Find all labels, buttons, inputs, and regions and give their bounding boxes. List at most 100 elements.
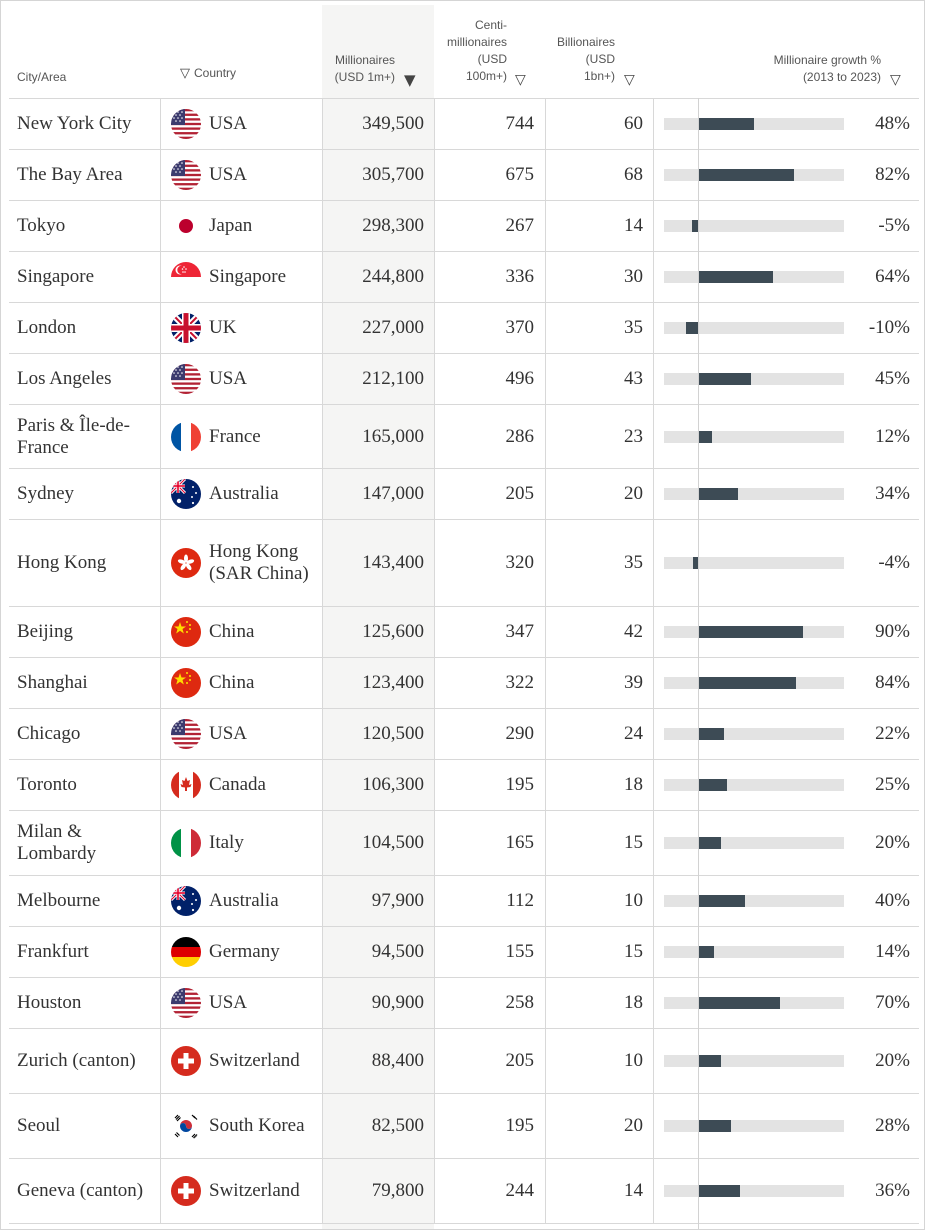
billionaires-value: 43 — [624, 368, 643, 389]
column-divider — [434, 1159, 435, 1223]
filter-arrow-icon[interactable]: ▽ — [515, 72, 526, 88]
growth-bar — [698, 677, 797, 689]
column-divider — [322, 520, 323, 606]
column-divider — [653, 709, 654, 759]
growth-bar — [698, 430, 713, 443]
column-divider — [653, 520, 654, 606]
growth-bar — [698, 779, 728, 791]
singapore-flag-icon — [171, 262, 201, 292]
table-row: Houston USA 90,900 258 18 70% — [9, 978, 919, 1029]
column-divider — [545, 658, 546, 708]
column-divider — [434, 469, 435, 519]
centimillionaires-value: 320 — [505, 552, 535, 573]
centimillionaires-value: 155 — [505, 941, 535, 962]
header-city-label: City/Area — [17, 70, 67, 84]
usa-flag-icon — [171, 160, 201, 190]
column-divider — [434, 927, 435, 977]
growth-bar — [698, 488, 738, 500]
column-divider — [160, 303, 161, 353]
growth-value: 90% — [875, 621, 910, 642]
column-divider — [434, 520, 435, 606]
column-divider — [653, 927, 654, 977]
header-growth[interactable]: Millionaire growth % (2013 to 2023) — [709, 52, 881, 86]
column-divider — [545, 607, 546, 657]
growth-value: 25% — [875, 774, 910, 795]
column-divider — [545, 811, 546, 875]
growth-bar-track — [664, 677, 844, 689]
city-name: Shanghai — [17, 672, 88, 693]
column-divider — [160, 150, 161, 200]
billionaires-value: 35 — [624, 317, 643, 338]
column-divider — [322, 150, 323, 200]
column-divider — [322, 927, 323, 977]
column-divider — [160, 811, 161, 875]
billionaires-value: 60 — [624, 113, 643, 134]
millionaires-value: 143,400 — [362, 552, 424, 573]
column-divider — [160, 760, 161, 810]
growth-bar-track — [664, 997, 844, 1009]
growth-bar — [692, 220, 698, 232]
growth-value: 34% — [875, 483, 910, 504]
column-divider — [653, 876, 654, 926]
city-name: Los Angeles — [17, 368, 112, 389]
country-name: Switzerland — [209, 1180, 300, 1201]
growth-value: -4% — [878, 552, 910, 573]
centimillionaires-value: 336 — [505, 266, 535, 287]
centimillionaires-value: 347 — [505, 621, 535, 642]
growth-bar-track — [664, 430, 844, 443]
millionaires-value: 227,000 — [362, 317, 424, 338]
column-divider — [160, 607, 161, 657]
header-billionaires[interactable]: Billionaires (USD 1bn+) — [539, 34, 615, 85]
country-name: Italy — [209, 832, 244, 853]
column-divider — [653, 811, 654, 875]
growth-value: 64% — [875, 266, 910, 287]
table-row: Los Angeles USA 212,100 496 43 45% — [9, 354, 919, 405]
growth-bar — [698, 1120, 731, 1132]
centimillionaires-value: 290 — [505, 723, 535, 744]
column-divider — [160, 1094, 161, 1158]
filter-arrow-icon[interactable]: ▽ — [890, 72, 901, 88]
column-divider — [322, 658, 323, 708]
country-name: USA — [209, 723, 248, 744]
column-divider — [653, 252, 654, 302]
header-billionaires-label: Billionaires (USD 1bn+) — [556, 35, 615, 83]
growth-value: -5% — [878, 215, 910, 236]
column-divider — [434, 1029, 435, 1093]
column-divider — [160, 405, 161, 468]
sort-descending-icon[interactable]: ▼ — [404, 71, 416, 89]
millionaires-value: 82,500 — [371, 1115, 424, 1136]
millionaires-value: 147,000 — [362, 483, 424, 504]
table-row: London UK 227,000 370 35 -10% — [9, 303, 919, 354]
city-name: Seoul — [17, 1115, 61, 1136]
column-divider — [322, 876, 323, 926]
country-name: South Korea — [209, 1115, 305, 1136]
filter-arrow-icon[interactable]: ▽ — [624, 72, 635, 88]
city-name: Geneva (canton) — [17, 1180, 144, 1201]
column-divider — [322, 1094, 323, 1158]
header-centi-label: Centi- millionaires (USD 100m+) — [446, 18, 507, 83]
header-country[interactable]: ▽ Country — [180, 65, 320, 82]
city-name: Paris & Île-de-France — [17, 414, 130, 458]
column-divider — [160, 99, 161, 149]
country-name: Singapore — [209, 266, 287, 287]
table-row: Singapore Singapore 244,800 336 30 64% — [9, 252, 919, 303]
table-header: City/Area ▽ Country Millionaires (USD 1m+… — [9, 1, 919, 99]
centimillionaires-value: 112 — [506, 890, 534, 911]
billionaires-value: 18 — [624, 992, 643, 1013]
column-divider — [160, 658, 161, 708]
column-divider — [653, 303, 654, 353]
country-name: Australia — [209, 483, 279, 504]
column-divider — [653, 201, 654, 251]
country-name: Switzerland — [209, 1050, 300, 1071]
column-divider — [434, 811, 435, 875]
column-divider — [434, 201, 435, 251]
centimillionaires-value: 496 — [505, 368, 535, 389]
city-name: Singapore — [17, 266, 95, 287]
table-row: New York City USA 349,500 744 60 48% — [9, 99, 919, 150]
column-divider — [160, 469, 161, 519]
header-centi[interactable]: Centi- millionaires (USD 100m+) — [429, 17, 507, 85]
column-divider — [434, 150, 435, 200]
canada-flag-icon — [171, 770, 201, 800]
header-millionaires[interactable]: Millionaires (USD 1m+) — [325, 52, 395, 86]
header-city[interactable]: City/Area — [17, 69, 157, 86]
